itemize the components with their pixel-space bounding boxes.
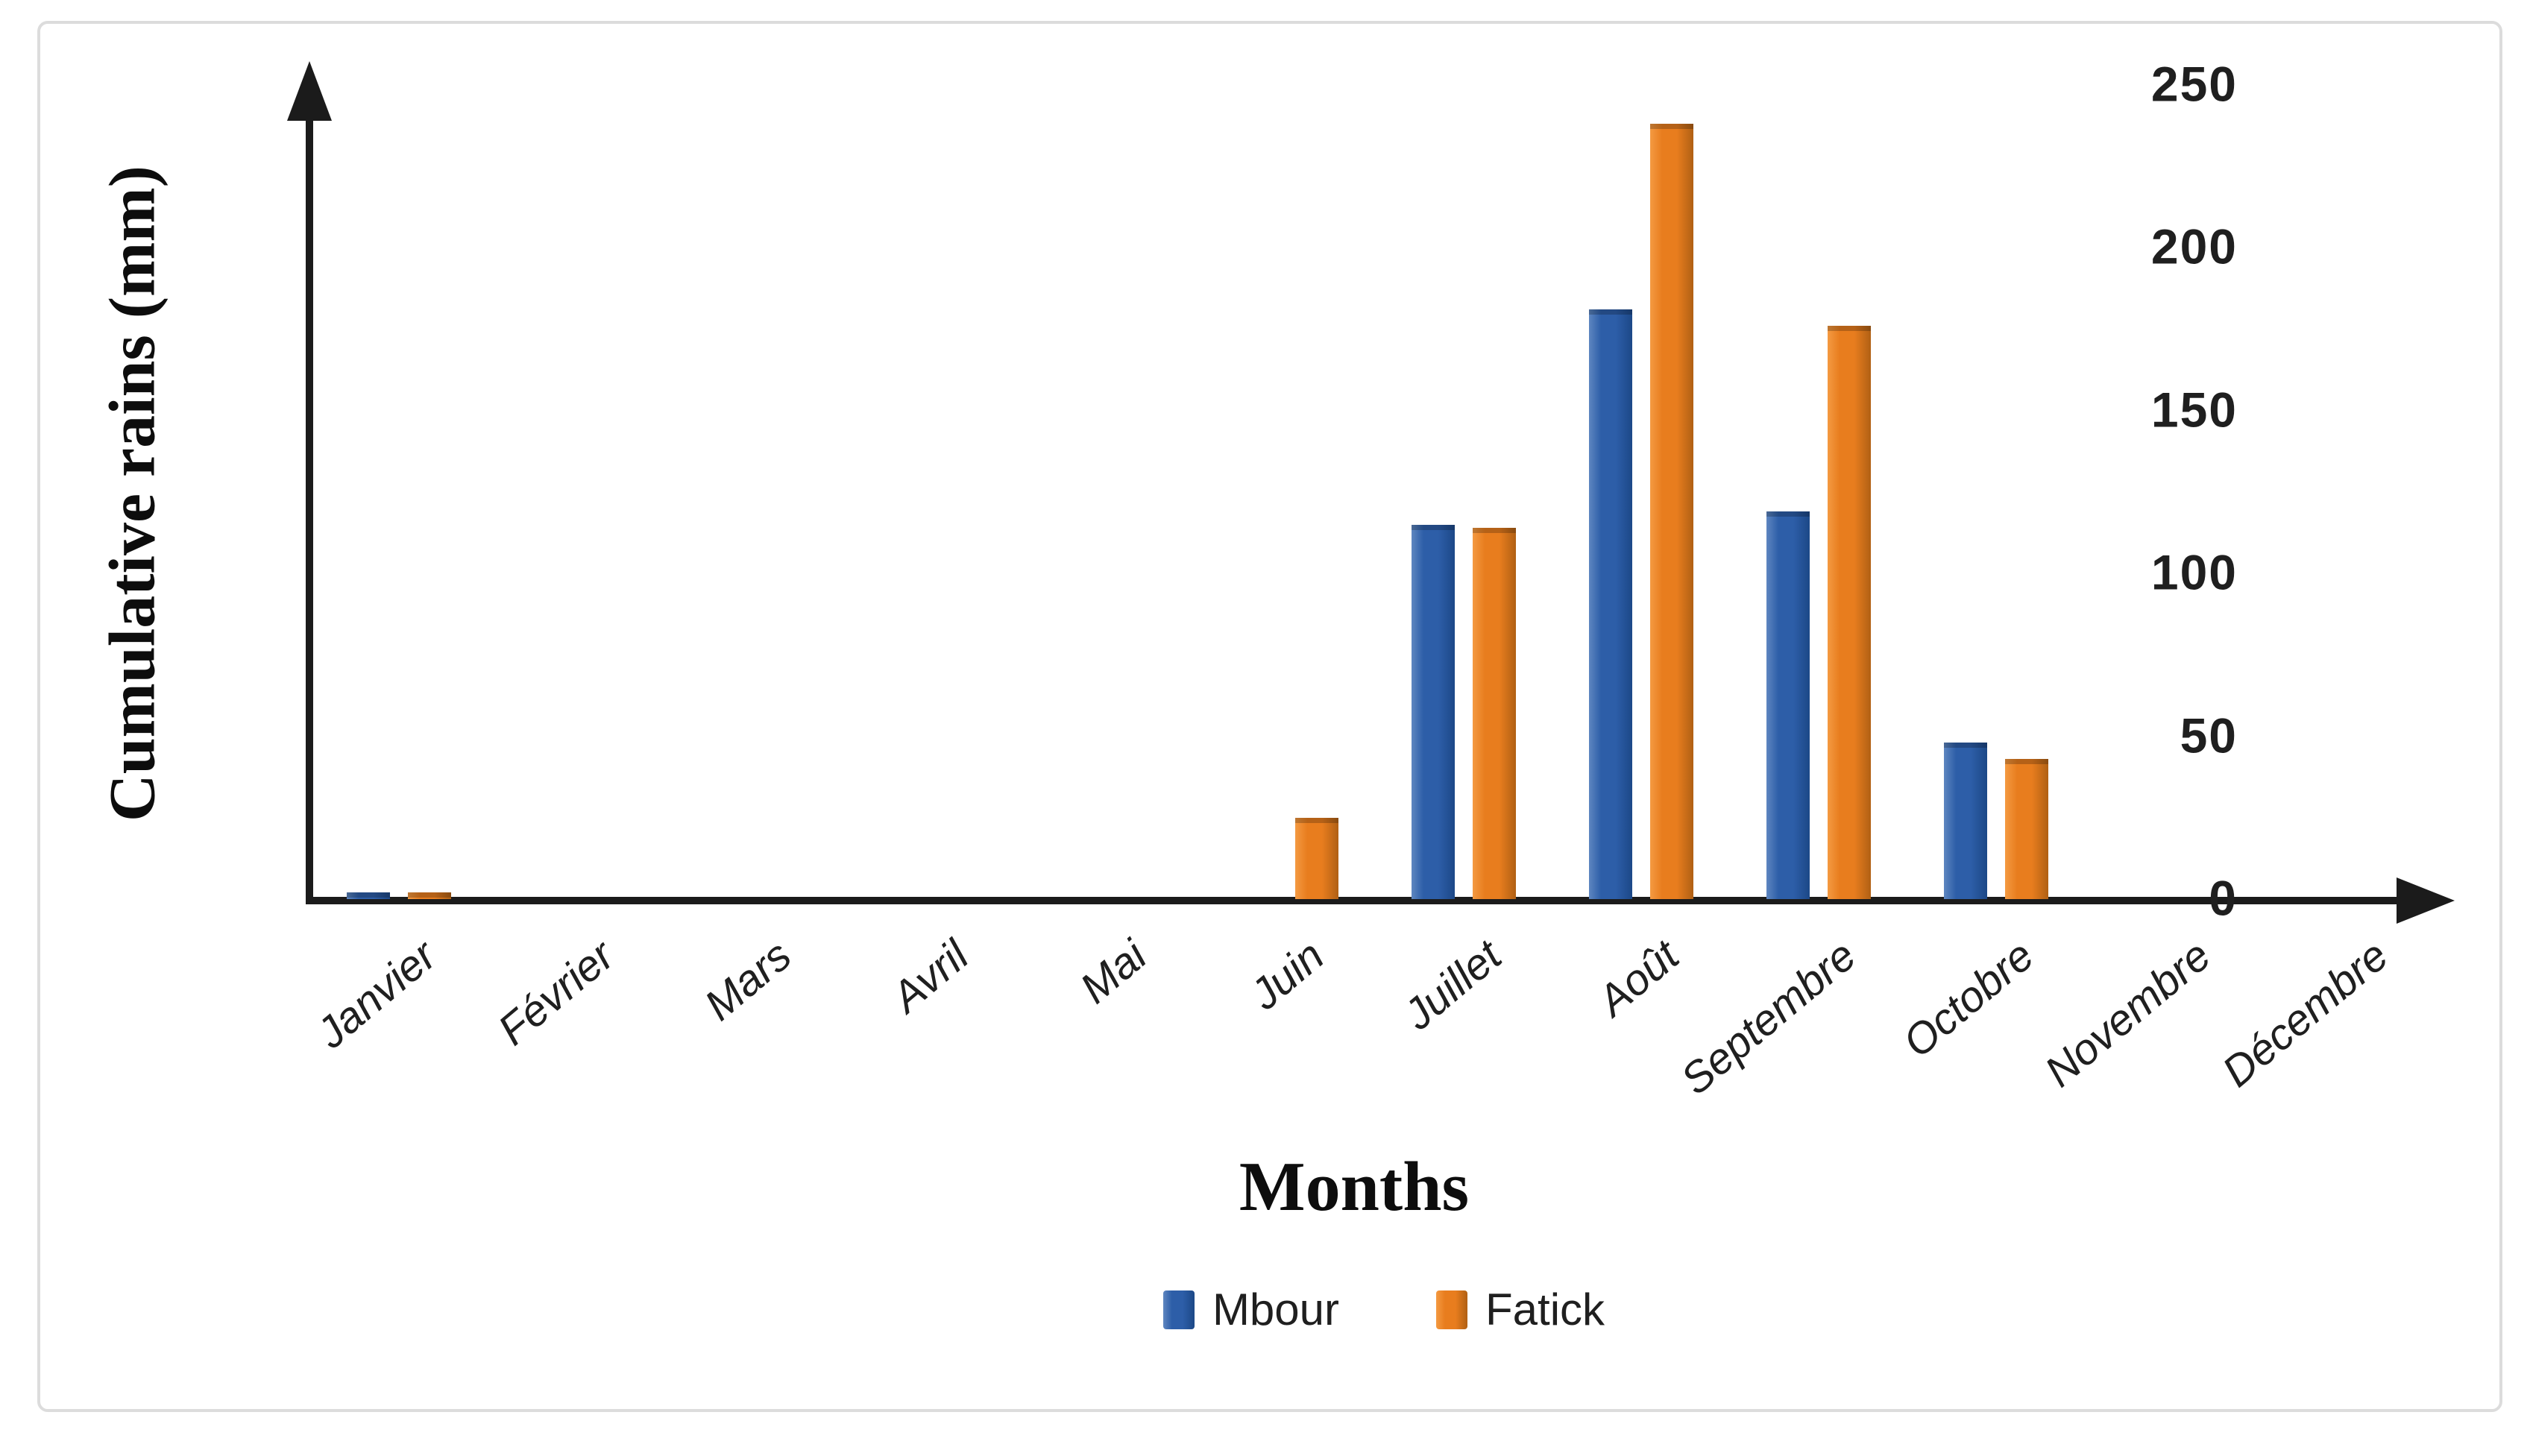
bar-mbour-janvier: [347, 892, 390, 899]
bar-fatick-septembre: [1828, 326, 1871, 899]
y-tick-label: 200: [2150, 218, 2238, 274]
bar-fatick-juillet: [1473, 528, 1516, 899]
y-axis-line: [306, 112, 313, 904]
x-axis-arrow-icon: [2397, 877, 2455, 924]
y-tick-label: 100: [2150, 544, 2238, 600]
bar-mbour-septembre: [1766, 511, 1810, 899]
legend-item-fatick: Fatick: [1436, 1284, 1605, 1335]
x-axis-title: Months: [1239, 1148, 1470, 1226]
bar-mbour-août: [1589, 309, 1632, 899]
legend-item-mbour: Mbour: [1162, 1284, 1340, 1335]
bar-mbour-juillet: [1412, 525, 1455, 899]
y-tick-label: 0: [2209, 870, 2238, 926]
legend: Mbour Fatick: [336, 1284, 2432, 1335]
y-axis-arrow-icon: [287, 61, 332, 121]
y-tick-label: 150: [2150, 382, 2238, 438]
fatick-series-swatch-icon: [1436, 1290, 1468, 1329]
y-tick-label: 50: [2180, 707, 2238, 763]
legend-label-fatick: Fatick: [1485, 1285, 1605, 1334]
bar-fatick-juin: [1295, 818, 1338, 899]
bar-mbour-octobre: [1944, 743, 1987, 899]
x-axis-line: [306, 897, 2402, 904]
bar-fatick-janvier: [408, 892, 451, 899]
y-tick-label: 250: [2150, 56, 2238, 112]
mbour-series-swatch-icon: [1162, 1290, 1195, 1329]
legend-label-mbour: Mbour: [1212, 1285, 1340, 1334]
bar-fatick-octobre: [2005, 759, 2048, 899]
chart-frame: [37, 21, 2502, 1412]
bar-fatick-août: [1650, 124, 1693, 899]
y-axis-title: Cumulative rains (mm): [96, 166, 169, 822]
